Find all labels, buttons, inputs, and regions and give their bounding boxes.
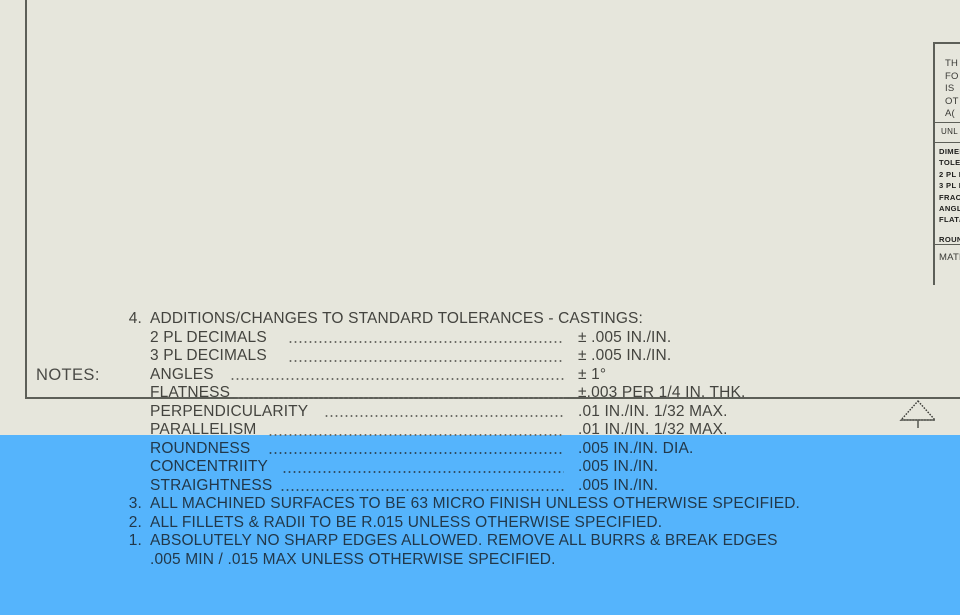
tolerance-row-two-place: 2 PL D [939, 169, 960, 179]
statement-line-3: IS [945, 83, 955, 95]
note-3-text: ALL MACHINED SURFACES TO BE 63 MICRO FIN… [150, 495, 801, 512]
tolerance-row[interactable]: PARALLELISM .01 IN./IN. 1/32 MAX. [116, 421, 916, 440]
title-block-material: MATE [935, 245, 960, 285]
tolerance-value: .01 IN./IN. 1/32 MAX. [578, 421, 728, 438]
tolerance-value: ± .005 IN./IN. [578, 347, 672, 364]
title-block[interactable]: TH FO IS OT A( UNL DIMEN TOLER 2 PL D 3 … [933, 42, 960, 285]
datum-triangle-icon [897, 398, 939, 428]
leader-dots [288, 359, 564, 362]
tolerance-label: FLATNESS [150, 384, 231, 401]
tolerance-value: ±.003 PER 1/4 IN. THK. [578, 384, 746, 401]
tolerance-label: STRAIGHTNESS [150, 476, 273, 494]
tolerance-label: PARALLELISM [150, 421, 257, 438]
tolerance-row-tolerances: TOLER [939, 158, 960, 168]
title-block-statement: TH FO IS OT A( [935, 44, 960, 123]
notes-label: NOTES: [36, 366, 100, 384]
tolerance-row[interactable]: CONCENTRIITY .005 IN./IN. [116, 458, 916, 477]
note-item-2[interactable]: 2. ALL FILLETS & RADII TO BE R.015 UNLES… [116, 514, 916, 533]
tolerance-row-angles: ANGL [939, 204, 960, 214]
tolerance-row-dimensions: DIMEN [939, 147, 960, 156]
title-block-tolerance-rows: DIMEN TOLER 2 PL D 3 PL D FRACT ANGL FLA… [935, 143, 960, 245]
tolerance-row[interactable]: STRAIGHTNESS .005 IN./IN. [116, 477, 916, 496]
unless-header-text: UNL [941, 127, 958, 136]
statement-line-5: A( [945, 108, 955, 120]
statement-line-2: FO [945, 70, 959, 82]
note-4-heading-text: ADDITIONS/CHANGES TO STANDARD TOLERANCES… [150, 310, 643, 327]
tolerance-row-roundness: ROUN [939, 234, 960, 244]
tolerance-row-flatness: FLAT/ [939, 215, 960, 225]
leader-dots [268, 433, 564, 436]
note-number-3: 3. [128, 495, 142, 512]
leader-dots [280, 489, 564, 491]
notes-list: 4. ADDITIONS/CHANGES TO STANDARD TOLERAN… [116, 310, 916, 569]
leader-dots [236, 396, 564, 399]
tolerance-row[interactable]: 3 PL DECIMALS ± .005 IN./IN. [116, 347, 916, 366]
note-number-2: 2. [128, 513, 142, 531]
tolerance-value: .01 IN./IN. 1/32 MAX. [578, 402, 728, 420]
tolerance-row[interactable]: ROUNDNESS .005 IN./IN. DIA. [116, 440, 916, 459]
tolerance-label: ROUNDNESS [150, 439, 251, 457]
note-1-continuation-text: .005 MIN / .015 MAX UNLESS OTHERWISE SPE… [150, 550, 556, 568]
leader-dots [288, 341, 564, 343]
tolerance-value: .005 IN./IN. DIA. [578, 439, 694, 457]
tolerance-row[interactable]: PERPENDICULARITY .01 IN./IN. 1/32 MAX. [116, 403, 916, 422]
tolerance-row-fractions: FRACT [939, 192, 960, 202]
leader-dots [282, 470, 564, 473]
material-label: MATE [939, 252, 960, 263]
tolerance-row-three-place: 3 PL D [939, 181, 960, 191]
statement-line-1: TH [945, 58, 959, 69]
tolerance-row[interactable]: FLATNESS ±.003 PER 1/4 IN. THK. [116, 384, 916, 403]
note-item-3[interactable]: 3. ALL MACHINED SURFACES TO BE 63 MICRO … [116, 495, 916, 514]
leader-dots [324, 415, 564, 417]
leader-dots [268, 452, 564, 454]
tolerance-value: ± 1° [578, 365, 607, 383]
title-block-unless-header: UNL [935, 123, 960, 143]
tolerance-label: ANGLES [150, 365, 214, 383]
note-item-1[interactable]: 1. ABSOLUTELY NO SHARP EDGES ALLOWED. RE… [116, 532, 916, 551]
tolerance-label: 2 PL DECIMALS [150, 328, 267, 346]
selection-highlight-band [0, 435, 960, 615]
sheet-border-left-line [25, 0, 27, 399]
tolerance-value: ± .005 IN./IN. [578, 328, 672, 346]
note-2-text: ALL FILLETS & RADII TO BE R.015 UNLESS O… [150, 513, 663, 531]
tolerance-row[interactable]: ANGLES ± 1° [116, 366, 916, 385]
note-item-4-heading[interactable]: 4. ADDITIONS/CHANGES TO STANDARD TOLERAN… [116, 310, 916, 329]
note-number-4: 4. [128, 310, 142, 327]
tolerance-value: .005 IN./IN. [578, 458, 659, 475]
tolerance-row[interactable]: 2 PL DECIMALS ± .005 IN./IN. [116, 329, 916, 348]
tolerance-label: CONCENTRIITY [150, 458, 269, 475]
statement-line-4: OT [945, 95, 959, 107]
note-1-text: ABSOLUTELY NO SHARP EDGES ALLOWED. REMOV… [150, 532, 778, 549]
tolerance-value: .005 IN./IN. [578, 476, 659, 494]
leader-dots [230, 378, 564, 380]
note-number-1: 1. [128, 532, 142, 549]
tolerance-label: PERPENDICULARITY [150, 402, 309, 420]
note-item-1-continuation[interactable]: .005 MIN / .015 MAX UNLESS OTHERWISE SPE… [116, 551, 916, 570]
tolerance-label: 3 PL DECIMALS [150, 347, 267, 364]
